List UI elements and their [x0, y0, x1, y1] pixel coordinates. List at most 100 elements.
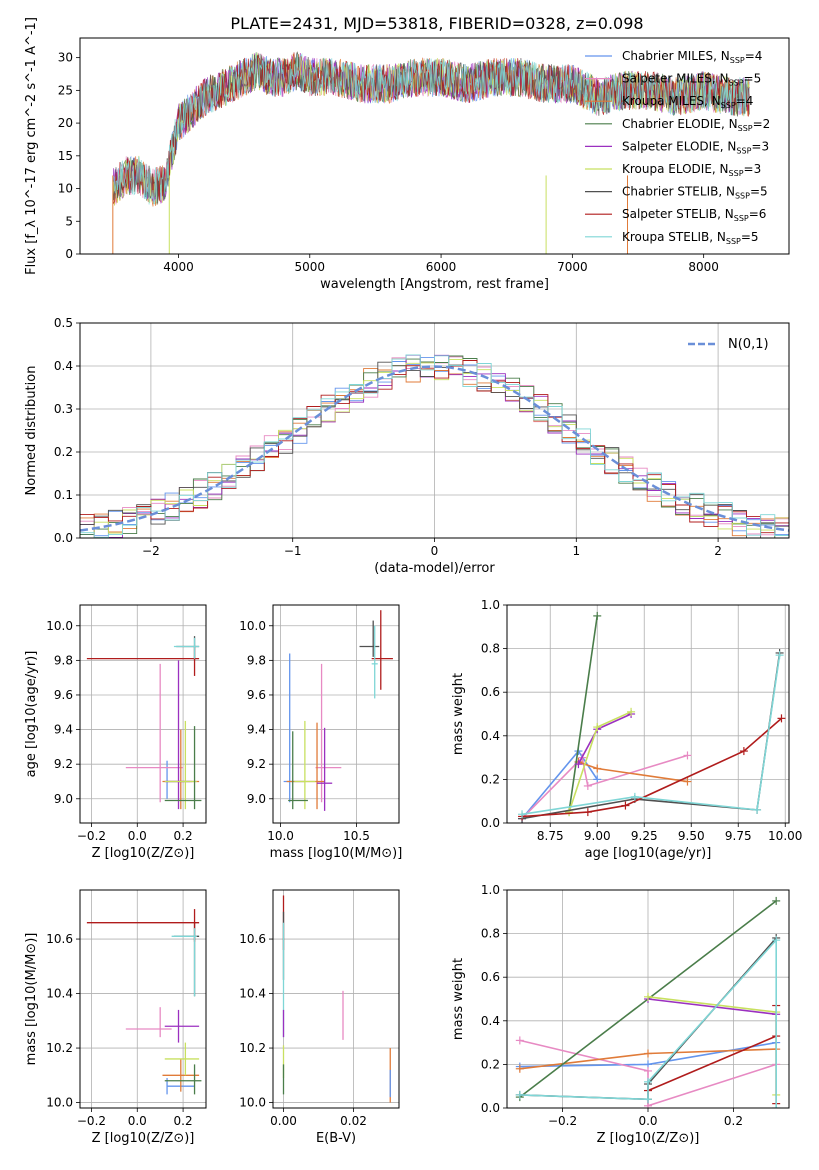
x-tick-label: 10.5: [343, 829, 370, 843]
y-tick-label: 10: [58, 182, 73, 196]
legend-label: Kroupa ELODIE, NSSP=3: [622, 162, 761, 178]
y-tick-label: 0.0: [54, 531, 73, 545]
axes-frame: [272, 889, 400, 1109]
axes-frame: [272, 604, 400, 824]
x-tick-label: 8.75: [537, 829, 564, 843]
legend-label: Salpeter STELIB, NSSP=6: [622, 207, 766, 223]
y-tick-label: 1.0: [481, 598, 500, 612]
y-tick-label: 0.4: [481, 729, 500, 743]
axes-frame: [79, 37, 790, 255]
y-tick-label: 9.2: [54, 757, 73, 771]
legend-label: N(0,1): [728, 337, 769, 352]
gaussian-curve: [80, 365, 789, 532]
series-line: [568, 615, 598, 813]
y-tick-label: 10.4: [46, 987, 73, 1001]
y-tick-label: 5: [65, 214, 73, 228]
x-tick-label: 9.50: [678, 829, 705, 843]
y-tick-label: 0.2: [481, 1057, 500, 1071]
y-tick-label: 0: [65, 247, 73, 261]
x-tick-label: 0: [431, 544, 439, 558]
legend-label: Salpeter ELODIE, NSSP=3: [622, 139, 769, 155]
y-axis-label: Normed distribution: [24, 366, 39, 496]
legend-label: Kroupa STELIB, NSSP=5: [622, 230, 759, 246]
y-tick-label: 0.1: [54, 488, 73, 502]
y-tick-label: 0.2: [481, 772, 500, 786]
legend-label: Kroupa MILES, NSSP=4: [622, 94, 753, 110]
x-tick-label: −0.2: [77, 829, 106, 843]
x-axis-label: Z [log10(Z/Z⊙)]: [92, 846, 195, 861]
y-tick-label: 9.2: [247, 757, 266, 771]
y-tick-label: 15: [58, 149, 73, 163]
plot-area-age-vs-Z: [80, 605, 206, 823]
x-tick-label: 8000: [688, 260, 719, 274]
y-tick-label: 10.2: [46, 1041, 73, 1055]
y-tick-label: 30: [58, 51, 73, 65]
y-tick-label: 9.6: [247, 688, 266, 702]
x-tick-label: 4000: [163, 260, 194, 274]
x-axis-label: E(B-V): [316, 1131, 356, 1146]
histogram-line: [80, 360, 789, 534]
y-axis-label: age [log10(age/yr)]: [24, 651, 39, 778]
x-tick-label: 9.25: [631, 829, 658, 843]
spectrum-line: [112, 51, 750, 204]
x-tick-label: 0.2: [174, 1114, 193, 1128]
y-axis-label: mass [log10(M/M⊙)]: [24, 933, 39, 1066]
y-axis-label: mass weight: [451, 673, 466, 755]
y-axis-label: Flux [f_λ 10^-17 erg cm^-2 s^-1 A^-1]: [24, 17, 39, 275]
legend-label: Chabrier ELODIE, NSSP=2: [622, 117, 770, 133]
legend-label: Chabrier MILES, NSSP=4: [622, 49, 762, 65]
y-tick-label: 10.0: [46, 619, 73, 633]
x-tick-label: 0.02: [340, 1114, 367, 1128]
plot-area-mass-vs-EBV: [273, 890, 399, 1108]
axes-frame: [79, 889, 207, 1109]
x-axis-label: (data-model)/error: [374, 561, 495, 576]
x-tick-label: 9.00: [584, 829, 611, 843]
series-line: [647, 1005, 777, 1104]
y-tick-label: 10.0: [46, 1096, 73, 1110]
series-line: [521, 754, 688, 820]
y-tick-label: 0.8: [481, 642, 500, 656]
plot-area-age-vs-mass: [273, 605, 399, 823]
page-title: PLATE=2431, MJD=53818, FIBERID=0328, z=0…: [230, 14, 643, 33]
series-line: [577, 713, 632, 765]
axes-frame: [79, 604, 207, 824]
y-tick-label: 10.6: [239, 932, 266, 946]
y-tick-label: 10.0: [239, 1096, 266, 1110]
y-tick-label: 0.3: [54, 402, 73, 416]
x-tick-label: 1: [572, 544, 580, 558]
histogram-line: [80, 354, 789, 538]
x-axis-label: age [log10(age/yr)]: [585, 846, 712, 861]
y-tick-label: 0.0: [481, 816, 500, 830]
series-line: [521, 717, 783, 818]
y-tick-label: 0.0: [481, 1101, 500, 1115]
y-tick-label: 0.4: [54, 359, 73, 373]
x-axis-label: Z [log10(Z/Z⊙)]: [92, 1131, 195, 1146]
x-tick-label: 5000: [294, 260, 325, 274]
x-tick-label: 0.2: [724, 1114, 743, 1128]
x-tick-label: 2: [714, 544, 722, 558]
plot-area-massweight-vs-age: [507, 605, 789, 823]
y-tick-label: 0.2: [54, 445, 73, 459]
y-tick-label: 10.6: [46, 932, 73, 946]
x-tick-label: 7000: [557, 260, 588, 274]
plot-area-massweight-vs-Z: [507, 890, 789, 1108]
x-tick-label: 10.00: [768, 829, 802, 843]
plot-area-spectrum: [112, 51, 750, 254]
x-axis-label: mass [log10(M/M⊙)]: [270, 846, 403, 861]
y-tick-label: 0.6: [481, 970, 500, 984]
y-tick-label: 0.8: [481, 927, 500, 941]
y-tick-label: 9.0: [54, 792, 73, 806]
x-axis-label: Z [log10(Z/Z⊙)]: [597, 1131, 700, 1146]
y-tick-label: 9.6: [54, 688, 73, 702]
x-tick-label: 9.75: [725, 829, 752, 843]
x-tick-label: 0.00: [270, 1114, 297, 1128]
x-tick-label: 0.2: [174, 829, 193, 843]
y-tick-label: 9.4: [247, 723, 266, 737]
y-tick-label: 0.6: [481, 685, 500, 699]
y-tick-label: 9.0: [247, 792, 266, 806]
y-tick-label: 0.4: [481, 1014, 500, 1028]
axes-frame: [506, 604, 790, 824]
y-tick-label: 20: [58, 116, 73, 130]
series-line: [647, 998, 777, 1016]
